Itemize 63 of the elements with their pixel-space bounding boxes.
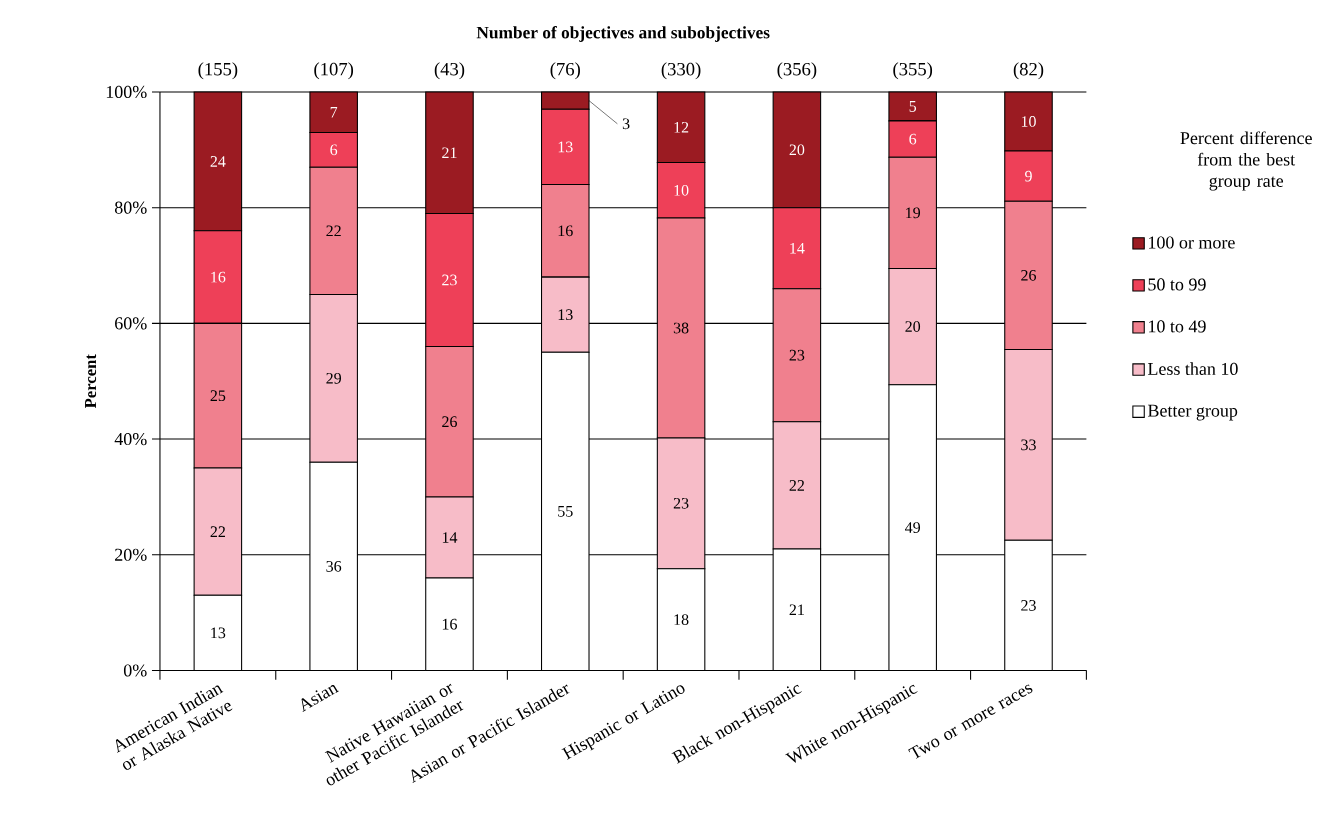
legend-label: Better group [1147,404,1238,421]
data-label: 19 [906,207,921,219]
y-tick-label: 0% [123,664,147,677]
data-label: 6 [330,144,338,156]
chart-title: Number of objectives and subobjectives [476,26,770,43]
text: (356) [777,62,817,80]
text: (155) [198,62,238,80]
y-tick-label: 60% [115,317,147,330]
data-label: 26 [1021,270,1037,281]
data-label: 29 [326,373,342,384]
legend-label: 50 to 99 [1148,278,1206,291]
data-label: 3 [622,118,630,130]
data-label: 23 [442,274,457,286]
data-label: 13 [211,627,226,639]
legend-title: Percent difference from the best group rate [1180,131,1312,191]
data-label: 13 [558,309,573,321]
data-label: 21 [789,604,804,616]
data-label: 23 [673,498,689,509]
text: (43) [434,62,465,80]
data-label: 16 [442,618,457,630]
data-label: 22 [210,526,225,538]
y-tick-label: 40% [114,433,147,446]
data-label: 55 [558,506,573,517]
data-label: 20 [905,321,921,333]
data-label: 22 [326,225,341,237]
data-label: 38 [673,322,689,334]
data-label: 23 [789,349,805,361]
data-label: 16 [558,225,573,237]
data-label: 13 [558,141,573,153]
data-label: 10 [674,185,689,196]
data-label: 49 [905,522,921,534]
data-label: 20 [789,144,805,156]
y-tick-label: 80% [114,201,147,214]
text: (330) [661,62,701,80]
y-tick-label: 20% [115,548,147,561]
text: (76) [550,62,580,80]
data-label: 5 [909,101,917,112]
y-tick-label: 100% [106,85,147,99]
data-label: 21 [442,147,457,159]
data-label: 7 [330,107,338,118]
data-label: 9 [1025,170,1032,182]
text: (355) [893,62,933,80]
text: (82) [1013,62,1044,80]
data-label: 10 [1021,116,1036,127]
data-label: 22 [789,480,804,491]
data-label: 26 [442,416,457,428]
text: (107) [314,62,354,80]
data-label: 36 [326,561,342,572]
data-label: 16 [211,271,226,283]
data-label: 14 [790,243,805,254]
data-label: 6 [909,133,917,145]
data-label: 18 [674,614,689,626]
data-label: 24 [210,156,226,167]
data-label: 14 [442,532,458,543]
data-label: 25 [210,390,226,402]
legend-label: Less than 10 [1147,362,1238,376]
legend-label: 10 to 49 [1149,320,1206,333]
data-label: 23 [1021,600,1036,611]
x-tick-label: Asian [301,685,339,713]
legend-label: 100 or more [1149,236,1235,249]
data-label: 12 [674,122,689,133]
y-axis-title: Percent [85,354,97,409]
data-label: 33 [1021,439,1036,451]
